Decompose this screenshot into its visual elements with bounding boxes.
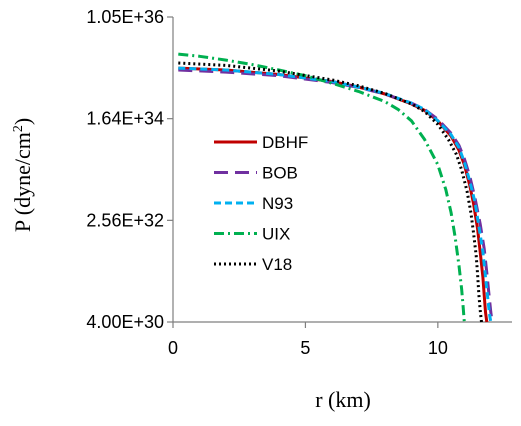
series-line-bob xyxy=(178,68,494,323)
legend-label: DBHF xyxy=(262,133,308,152)
legend: DBHF BOB N93 UIX V18 xyxy=(214,133,308,274)
y-tick-label: 2.56E+32 xyxy=(86,210,164,230)
legend-label: N93 xyxy=(262,194,293,213)
legend-label: V18 xyxy=(262,255,292,274)
series-lines xyxy=(178,52,494,323)
y-tick-label: 4.00E+30 xyxy=(86,312,164,332)
x-tick-label: 10 xyxy=(428,338,448,358)
x-axis-ticks: 0 5 10 xyxy=(168,322,448,358)
series-line-n93 xyxy=(178,66,493,323)
plot-area: 1.05E+36 1.64E+34 2.56E+32 4.00E+30 0 5 10 xyxy=(86,7,512,358)
y-axis-title-end: ) xyxy=(10,118,35,125)
x-axis-title: r (km) xyxy=(315,387,371,412)
legend-label: UIX xyxy=(262,225,290,244)
y-axis-title: P (dyne/cm2) xyxy=(10,118,35,232)
series-line-v18 xyxy=(178,61,483,323)
x-tick-label: 0 xyxy=(168,338,178,358)
series-line-dbhf xyxy=(178,66,489,323)
y-tick-label: 1.64E+34 xyxy=(86,109,164,129)
legend-label: BOB xyxy=(262,164,298,183)
series-line-uix xyxy=(178,52,466,323)
y-tick-label: 1.05E+36 xyxy=(86,7,164,27)
y-axis-ticks: 1.05E+36 1.64E+34 2.56E+32 4.00E+30 xyxy=(86,7,173,332)
y-axis-title-superscript: 2 xyxy=(11,125,26,132)
y-axis-title-base: P (dyne/cm xyxy=(10,132,35,232)
x-tick-label: 5 xyxy=(300,338,310,358)
